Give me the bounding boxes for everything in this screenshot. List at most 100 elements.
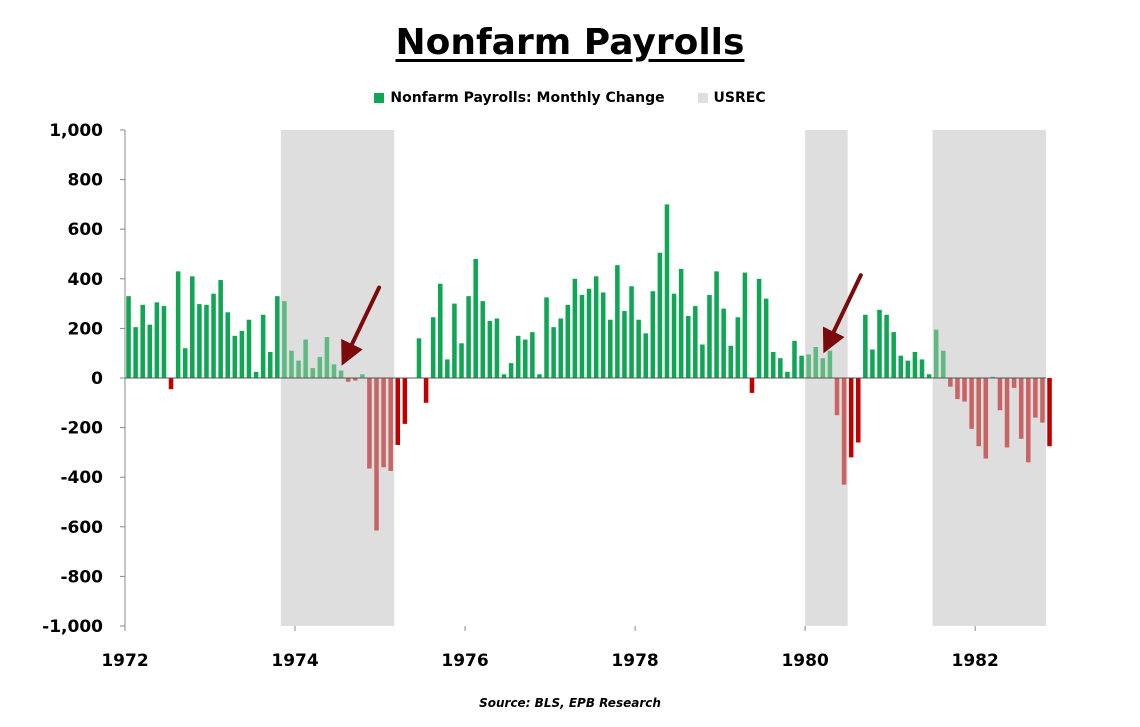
bar — [749, 378, 755, 393]
legend-swatch-payrolls — [374, 93, 385, 103]
bar — [770, 351, 776, 378]
bar — [182, 348, 188, 378]
bar — [855, 378, 861, 443]
bar — [933, 329, 939, 378]
y-tick-label: -800 — [60, 567, 103, 587]
bar — [317, 356, 323, 378]
bar — [480, 301, 486, 378]
bar — [352, 378, 358, 381]
bar — [898, 355, 904, 378]
bar — [154, 302, 160, 378]
bar — [331, 364, 337, 378]
bar — [218, 280, 223, 378]
bar — [1047, 378, 1052, 447]
bar — [133, 327, 138, 378]
bar — [884, 314, 889, 378]
bar-series — [126, 204, 1052, 531]
annotation-arrow-1 — [341, 285, 382, 366]
y-tick-label: 1,000 — [49, 121, 103, 141]
bar — [275, 296, 280, 378]
annotations — [341, 273, 863, 366]
bar — [303, 339, 308, 378]
legend-label-payrolls: Nonfarm Payrolls: Monthly Change — [390, 90, 665, 106]
bar — [650, 291, 656, 378]
bar — [367, 378, 372, 469]
bar — [685, 316, 691, 378]
bar — [728, 345, 733, 378]
bar — [345, 378, 351, 382]
bar — [289, 350, 294, 378]
bar — [586, 288, 592, 378]
bar — [473, 258, 478, 378]
bar — [863, 314, 868, 378]
bar — [608, 319, 613, 378]
bar — [508, 363, 514, 378]
bar — [388, 378, 393, 471]
bar — [693, 306, 698, 378]
bar — [997, 378, 1003, 411]
bar — [1040, 378, 1045, 423]
bar — [622, 311, 627, 378]
bar — [338, 370, 344, 378]
bar — [721, 308, 726, 378]
bar — [600, 292, 606, 378]
bar — [190, 276, 195, 378]
bar — [211, 293, 216, 378]
bar — [1026, 378, 1031, 463]
bar — [820, 358, 826, 378]
x-tick-label: 1974 — [271, 651, 318, 671]
bar — [324, 337, 330, 378]
bar — [742, 272, 748, 378]
bar — [544, 297, 549, 378]
annotation-arrow-2 — [822, 273, 863, 354]
bar — [523, 339, 528, 378]
bar — [438, 283, 443, 378]
bar — [813, 347, 819, 378]
bar — [948, 378, 953, 387]
legend-label-usrec: USREC — [713, 90, 766, 106]
bar — [225, 312, 230, 378]
y-tick-label: 200 — [68, 319, 104, 339]
x-tick-label: 1976 — [441, 651, 488, 671]
bar — [395, 378, 401, 445]
bar — [579, 294, 585, 378]
bar — [494, 318, 500, 378]
y-tick-label: -400 — [60, 468, 103, 488]
bar — [926, 374, 932, 378]
bar — [253, 371, 259, 378]
bar — [232, 335, 238, 378]
bar — [175, 271, 181, 378]
bar — [799, 355, 804, 378]
bar — [756, 278, 762, 378]
chart-legend: Nonfarm Payrolls: Monthly Change USREC — [0, 90, 1140, 106]
bar — [657, 252, 663, 378]
bar — [615, 265, 620, 378]
bar — [636, 319, 641, 378]
chart-title: Nonfarm Payrolls — [395, 22, 745, 63]
bar — [572, 278, 578, 378]
bar — [1004, 378, 1010, 448]
bar — [374, 378, 379, 531]
bar — [147, 324, 153, 378]
bar — [310, 368, 316, 378]
bar — [593, 276, 599, 378]
y-tick-label: 800 — [68, 171, 104, 191]
legend-item-payrolls: Nonfarm Payrolls: Monthly Change — [374, 90, 665, 106]
bar — [877, 309, 882, 378]
bar — [678, 268, 684, 378]
bar — [168, 378, 174, 390]
x-tick-label: 1972 — [101, 651, 148, 671]
bar — [969, 378, 974, 429]
x-tick-label: 1978 — [611, 651, 658, 671]
bar — [204, 304, 209, 378]
bar — [714, 271, 719, 378]
axes: 1,000 800 600 400 200 0 -200 -400 -600 -800 -1,000… — [42, 121, 1046, 671]
bar — [891, 332, 896, 378]
bar — [459, 343, 464, 378]
bar — [792, 340, 797, 378]
bar — [870, 349, 875, 378]
bar — [296, 360, 301, 378]
bar — [629, 286, 634, 378]
bar — [558, 318, 563, 378]
